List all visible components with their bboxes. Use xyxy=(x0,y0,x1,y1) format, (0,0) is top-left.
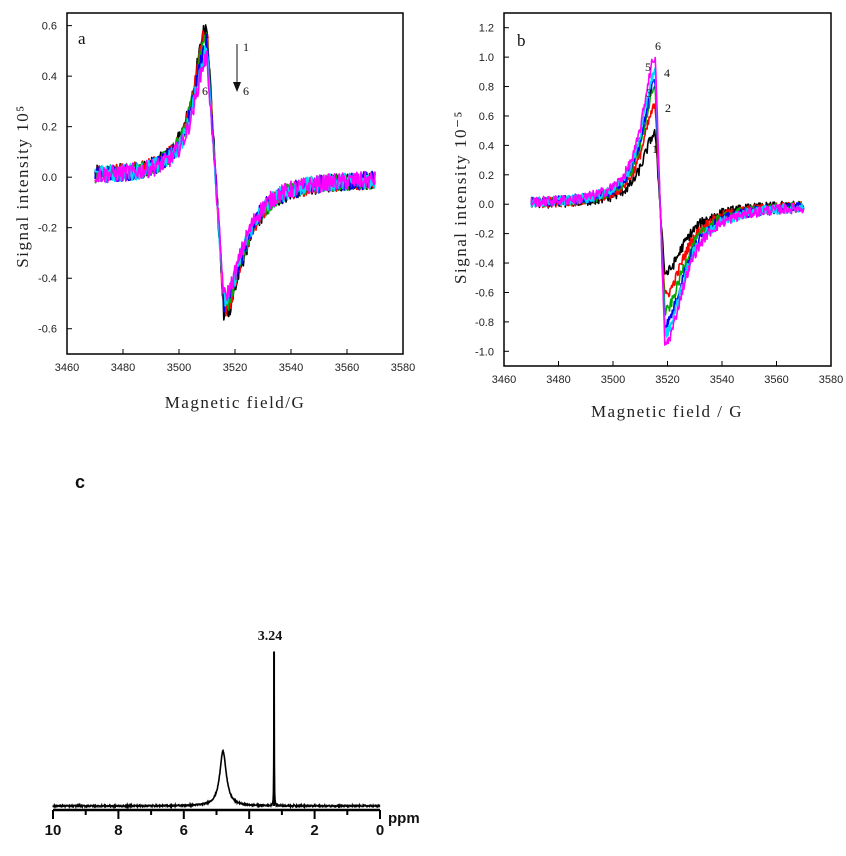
panel-a-x-tick-label: 3520 xyxy=(223,362,247,374)
panel-c-plot-area: 10 8 6 4 2 0 xyxy=(45,651,384,839)
panel-c: c 10 8 6 4 2 0 3.24 ppm xyxy=(45,472,420,839)
panel-c-x-tick-label: 8 xyxy=(114,822,122,839)
panel-c-xlabel: ppm xyxy=(388,810,420,827)
panel-b-y-tick-label: 0.4 xyxy=(479,140,494,152)
panel-b-x-tick-label: 3480 xyxy=(546,374,570,386)
panel-a-x-tick-label: 3580 xyxy=(391,362,415,374)
panel-a-y-tick-label: 0.2 xyxy=(42,122,57,134)
panel-b-curve-label-4: 4 xyxy=(664,66,670,80)
panel-b-y-tick-label: 0.2 xyxy=(479,170,494,182)
panel-b-letter: b xyxy=(517,31,526,50)
panel-a-y-tick-label: -0.6 xyxy=(38,324,57,336)
panel-b-curve-label-6: 6 xyxy=(655,39,661,53)
panel-b-x-tick-label: 3560 xyxy=(764,374,788,386)
panel-b-y-tick-label: -0.4 xyxy=(475,258,494,270)
panel-c-peak-label: 3.24 xyxy=(258,629,283,644)
panel-c-x-tick-label: 0 xyxy=(376,822,384,839)
panel-a: Signal intensity 10⁵ 3460 3480 3500 3520 354… xyxy=(13,12,415,412)
panel-b-y-tick-label: -1.0 xyxy=(475,346,494,358)
panel-a-ylabel: Signal intensity 10⁵ xyxy=(13,104,32,267)
panel-a-peak-label-top: 1 xyxy=(204,27,210,41)
panel-b-annotations: 6 5 4 3 2 1 xyxy=(645,39,671,156)
panel-b-series-6 xyxy=(530,56,805,346)
panel-a-y-tick-label: 0.6 xyxy=(42,21,57,33)
panel-a-arrow-label-top: 1 xyxy=(243,40,249,54)
panel-b-x-tick-label: 3580 xyxy=(819,374,843,386)
panel-c-x-tick-label: 10 xyxy=(45,822,62,839)
panel-b-x-tick-label: 3460 xyxy=(492,374,516,386)
panel-a-y-tick-label: -0.2 xyxy=(38,223,57,235)
panel-b-y-tick-label: 1.0 xyxy=(479,52,494,64)
panel-a-x-tick-label: 3500 xyxy=(167,362,191,374)
panel-a-x-tick-label: 3540 xyxy=(279,362,303,374)
panel-c-x-tick-label: 4 xyxy=(245,822,254,839)
panel-b-curve-label-3: 3 xyxy=(646,86,652,100)
panel-a-x-tick-label: 3460 xyxy=(55,362,79,374)
panel-c-letter: c xyxy=(75,472,85,492)
panel-a-x-tick-label: 3560 xyxy=(335,362,359,374)
panel-a-arrow-head xyxy=(233,82,241,92)
panel-c-x-tick-label: 2 xyxy=(310,822,318,839)
panel-b-x-tick-label: 3500 xyxy=(601,374,625,386)
panel-a-peak-label-bottom: 6 xyxy=(202,84,208,98)
panel-a-frame xyxy=(66,12,404,355)
panel-b-x-tick-label: 3520 xyxy=(655,374,679,386)
panel-a-letter: a xyxy=(78,29,86,48)
panel-a-x-tick-label: 3480 xyxy=(111,362,135,374)
panel-b-y-tick-label: 0.6 xyxy=(479,111,494,123)
panel-b-x-tick-label: 3540 xyxy=(710,374,734,386)
panel-a-y-tick-label: -0.4 xyxy=(38,273,57,285)
panel-b-frame xyxy=(503,12,832,367)
panel-b-y-tick-label: -0.6 xyxy=(475,287,494,299)
panel-b-y-tick-label: -0.2 xyxy=(475,229,494,241)
panel-a-series-6 xyxy=(94,50,376,302)
panel-c-spectrum xyxy=(52,651,381,810)
panel-a-xlabel: Magnetic field/G xyxy=(165,393,306,412)
panel-b-plot-area: 3460 3480 3500 3520 3540 3560 3580 -1.0 -0.8 -0.6… xyxy=(475,23,843,386)
panel-a-plot-area: 3460 3480 3500 3520 3540 3560 3580 -0.6 -0.4 -0.2… xyxy=(38,21,415,374)
panel-b-y-tick-label: 1.2 xyxy=(479,23,494,35)
panel-b-y-tick-label: 0.0 xyxy=(479,199,494,211)
panel-b-y-tick-label: 0.8 xyxy=(479,82,494,94)
panel-a-y-tick-label: 0.0 xyxy=(42,172,57,184)
panel-b-ylabel: Signal intensity 10⁻⁵ xyxy=(451,110,470,284)
panel-b-curve-label-1: 1 xyxy=(652,142,658,156)
panel-b-curve-label-2: 2 xyxy=(665,101,671,115)
panel-a-y-tick-label: 0.4 xyxy=(42,71,57,83)
panel-b-xlabel: Magnetic field / G xyxy=(591,402,743,421)
panel-a-annotations: 1 6 1 6 xyxy=(202,27,249,98)
panel-a-arrow-label-bottom: 6 xyxy=(243,84,249,98)
panel-b: Signal intensity 10⁻⁵ 3460 3480 3500 3520 35… xyxy=(451,12,843,421)
panel-b-y-tick-label: -0.8 xyxy=(475,317,494,329)
panel-b-curve-label-5: 5 xyxy=(645,60,651,74)
panel-c-x-tick-label: 6 xyxy=(180,822,188,839)
